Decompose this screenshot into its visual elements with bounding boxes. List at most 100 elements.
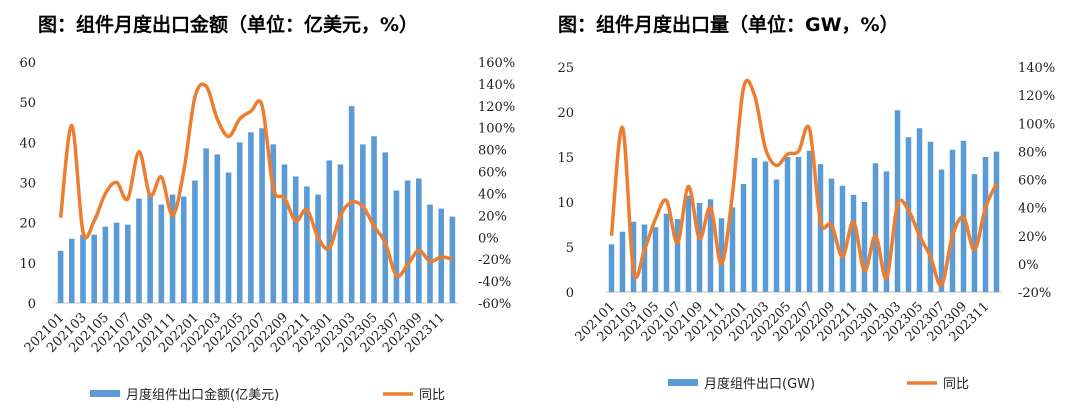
bar [427,204,433,303]
bar [404,180,411,303]
bar [949,149,956,292]
bar [850,194,857,292]
y-left-tick-label: 60 [19,56,36,71]
bar [641,224,648,292]
y-right-tick-label: 80% [1018,145,1047,160]
y-left-tick-label: 10 [19,257,36,272]
bar [259,128,265,303]
bar [861,202,868,292]
bar [927,141,934,292]
bar [91,234,97,303]
bar [449,216,456,303]
bar [806,150,813,292]
bar [916,128,923,292]
y-right-tick-label: 0% [1018,258,1039,273]
bar [214,154,221,303]
bar [784,157,791,292]
chart-panel-export-value: 图：组件月度出口金额（单位：亿美元，%） 60 50 40 30 20 10 0 160% 14… [19,14,515,403]
bar [652,227,659,292]
bar [608,244,615,292]
y-right-tick-label: 20% [1018,230,1047,245]
bar [416,178,422,303]
bar [371,136,377,303]
bar [382,152,389,303]
bar [203,148,209,303]
chart-panel-export-volume: 图：组件月度出口量（单位：GW，%） 25 20 15 10 5 0 140% 120% 100… [540,0,1080,420]
bar [971,174,978,292]
chart-title: 图：组件月度出口量（单位：GW，%） [558,14,899,36]
bar [619,231,626,292]
y-right-tick-label: 120% [478,100,515,115]
chart-export-value: 60 50 40 30 20 10 0 160% 140% 120% 100% 80% 60% 40% 20… [19,56,515,403]
bar [828,178,835,292]
y-right-tick-label: 40% [478,187,507,202]
bar [158,204,165,303]
bar [795,157,802,292]
bar [147,194,153,303]
y-left-tick-label: 15 [557,151,574,166]
bar [315,194,321,303]
legend-label: 月度组件出口(GW) [704,376,815,392]
bar [68,238,75,303]
legend-label: 同比 [419,388,445,403]
bar [751,157,758,292]
bar [663,213,670,292]
bar [883,171,890,292]
y-right-tick-label: -20% [1018,286,1051,301]
y-left-tick-label: 50 [19,96,36,111]
legend-swatch-bar [668,379,698,386]
y-left-tick-label: 10 [557,196,574,211]
bar [236,142,243,303]
y-right-tick-label: 140% [478,78,515,93]
y-right-tick-label: -40% [478,275,511,290]
bar [337,164,344,303]
bar [326,160,333,303]
y-right-tick-label: 120% [1018,89,1055,104]
bar [993,151,1000,292]
y-left-tick-label: 5 [566,241,574,256]
bar [281,164,288,303]
bar [102,226,109,303]
y-right-tick-label: 20% [478,209,507,224]
bar [270,144,277,303]
bar [718,218,725,292]
bar [839,185,846,292]
y-left-tick-label: 25 [557,61,574,76]
bar [225,172,232,303]
bar [938,169,945,292]
yoy-line [58,82,453,279]
bar [360,144,366,303]
y-left-tick-label: 30 [19,177,36,192]
chart-export-volume: 25 20 15 10 5 0 140% 120% 100% 80% 60% 40% 20% 0% -20%… [557,61,1055,392]
bar [740,184,747,292]
y-right-tick-label: 100% [478,122,515,137]
bar [762,161,769,292]
bar [905,137,912,292]
y-right-tick-label: 160% [478,56,515,71]
bar [773,179,780,292]
bar [304,186,310,303]
bar [685,195,692,292]
bar [180,196,187,303]
y-right-tick-label: 60% [478,166,507,181]
legend-swatch-bar [90,390,120,397]
bar [872,163,879,292]
bar [982,157,989,292]
y-right-tick-label: 40% [1018,202,1047,217]
y-left-tick-label: 20 [19,217,36,232]
y-right-tick-label: -60% [478,297,511,312]
y-left-tick-label: 40 [19,136,36,151]
legend-label: 同比 [943,377,969,392]
chart-title: 图：组件月度出口金额（单位：亿美元，%） [38,14,419,36]
bar [674,219,681,292]
y-right-tick-label: 60% [1018,174,1047,189]
bar [113,222,120,303]
bar [729,207,736,292]
legend-label: 月度组件出口金额(亿美元) [126,387,279,403]
bar [80,234,86,303]
y-left-tick-label: 20 [557,106,574,121]
bar [696,202,703,292]
bar [136,198,142,303]
bar [348,106,355,303]
bar [393,190,400,303]
